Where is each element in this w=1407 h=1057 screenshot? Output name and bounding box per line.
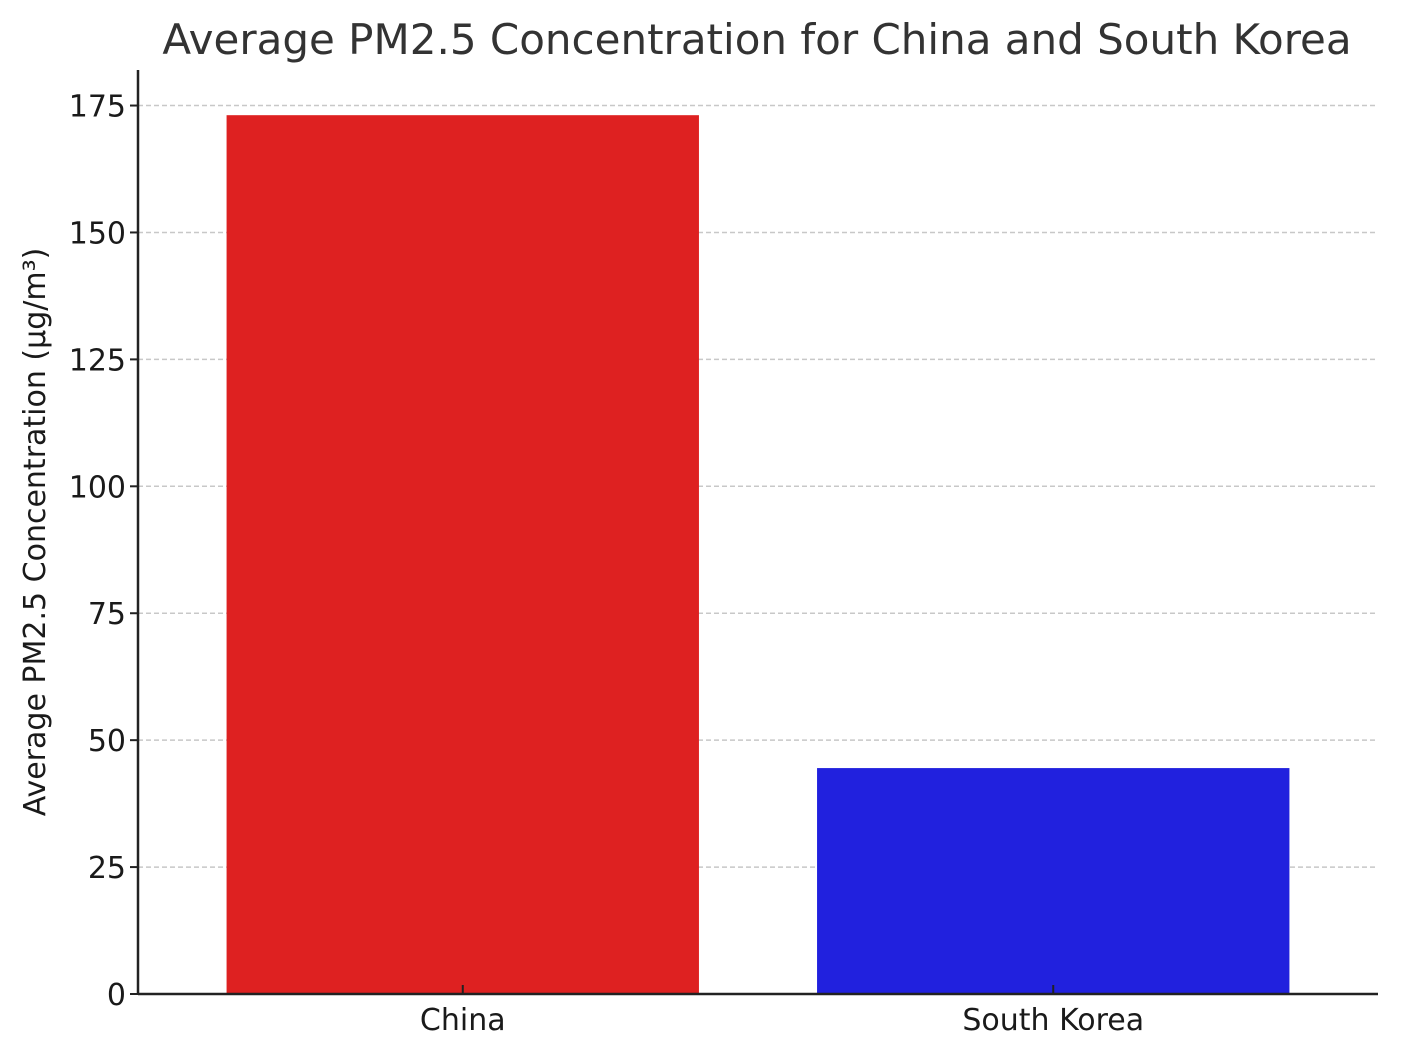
x-tick-label: South Korea (962, 1003, 1144, 1038)
x-tick-label: China (420, 1003, 506, 1038)
y-tick-label: 25 (88, 851, 126, 886)
y-tick-label: 125 (69, 343, 126, 378)
chart-title: Average PM2.5 Concentration for China an… (162, 15, 1351, 64)
bar-south-korea (817, 768, 1290, 994)
y-tick-label: 0 (107, 978, 126, 1013)
y-ticks: 0 25 50 75 100 125 150 175 (69, 90, 138, 1013)
y-tick-label: 50 (88, 724, 126, 759)
bar-china (226, 115, 699, 994)
bars-layer (226, 115, 1290, 994)
y-tick-label: 100 (69, 470, 126, 505)
grid-layer (138, 104, 1378, 868)
y-tick-label: 150 (69, 216, 126, 251)
y-tick-label: 175 (69, 90, 126, 125)
y-tick-label: 75 (88, 597, 126, 632)
axes-layer (136, 70, 1378, 996)
x-ticks: China South Korea (420, 985, 1144, 1038)
y-axis-label: Average PM2.5 Concentration (µg/m³) (18, 248, 53, 817)
